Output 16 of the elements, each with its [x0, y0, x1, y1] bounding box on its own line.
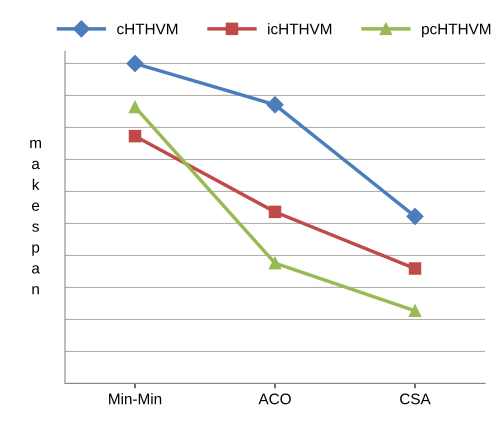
point: [408, 304, 422, 318]
legend-label: cHTHVM: [117, 24, 178, 34]
x-tick-label: ACO: [258, 394, 291, 404]
point: [406, 208, 424, 225]
point: [126, 54, 144, 72]
x-tick-label: CSA: [400, 394, 431, 404]
point: [408, 262, 422, 275]
legend-label: pcHTHVM: [422, 24, 490, 38]
legend-label: icHTHVM: [268, 23, 332, 34]
x-tick-label: Min-Min: [109, 393, 162, 404]
point: [266, 96, 284, 114]
point: [268, 256, 282, 270]
point: [268, 206, 282, 218]
point: [128, 130, 142, 142]
point: [128, 100, 142, 114]
y-axis-title: makespan: [30, 140, 41, 294]
